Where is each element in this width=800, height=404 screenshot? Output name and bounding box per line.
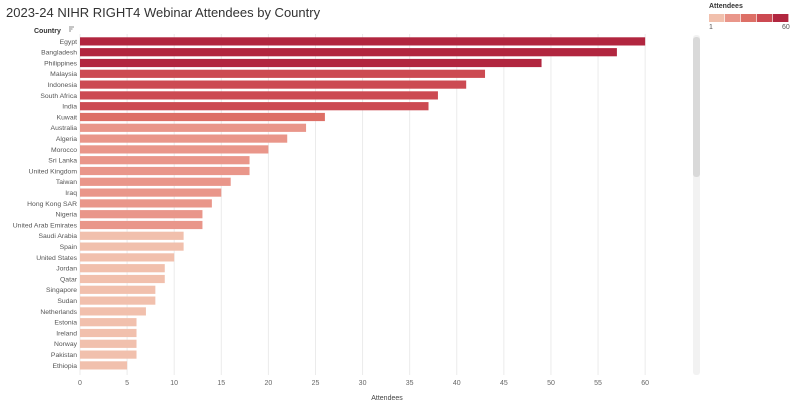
x-tick-label: 60 bbox=[641, 380, 649, 387]
x-tick-label: 55 bbox=[594, 380, 602, 387]
x-tick-label: 15 bbox=[217, 380, 225, 387]
category-label: Norway bbox=[54, 341, 78, 348]
category-label: Bangladesh bbox=[41, 50, 77, 57]
category-label: South Africa bbox=[40, 93, 77, 100]
x-tick-label: 45 bbox=[500, 380, 508, 387]
chart-title: 2023-24 NIHR RIGHT4 Webinar Attendees by… bbox=[6, 5, 321, 20]
bar[interactable] bbox=[80, 296, 156, 305]
legend-swatch bbox=[741, 14, 757, 22]
x-tick-label: 0 bbox=[78, 380, 82, 387]
bar[interactable] bbox=[80, 166, 250, 176]
legend-swatch bbox=[725, 14, 741, 22]
x-tick-label: 30 bbox=[359, 380, 367, 387]
category-label: Kuwait bbox=[57, 114, 78, 121]
row-header-label: Country bbox=[34, 28, 61, 35]
bar[interactable] bbox=[80, 307, 146, 316]
category-label: Algeria bbox=[56, 136, 77, 143]
category-label: Morocco bbox=[51, 147, 77, 154]
bar[interactable] bbox=[80, 91, 438, 100]
bar[interactable] bbox=[80, 328, 137, 338]
category-label: Netherlands bbox=[40, 309, 77, 316]
x-tick-label: 40 bbox=[453, 380, 461, 387]
x-tick-label: 35 bbox=[406, 380, 414, 387]
category-label: Indonesia bbox=[48, 82, 78, 89]
category-label: Jordan bbox=[56, 266, 77, 273]
legend-title: Attendees bbox=[709, 3, 743, 10]
category-label: Qatar bbox=[60, 276, 78, 283]
bar[interactable] bbox=[80, 134, 288, 143]
sort-icon[interactable] bbox=[69, 26, 74, 32]
vertical-scrollbar[interactable] bbox=[693, 35, 700, 375]
bar[interactable] bbox=[80, 285, 156, 294]
category-label: United Kingdom bbox=[29, 168, 78, 175]
bar[interactable] bbox=[80, 112, 325, 122]
category-label: Sri Lanka bbox=[48, 158, 77, 165]
bar-chart: Country Egypt Bangladesh Philippines Malaysi… bbox=[13, 26, 649, 402]
category-label: Estonia bbox=[54, 320, 77, 327]
category-label: Ethiopia bbox=[52, 363, 77, 370]
bar[interactable] bbox=[80, 361, 128, 370]
category-label: Nigeria bbox=[55, 212, 77, 219]
bar[interactable] bbox=[80, 145, 269, 154]
bar[interactable] bbox=[80, 339, 137, 348]
bar[interactable] bbox=[80, 350, 137, 359]
category-label: Australia bbox=[51, 125, 78, 132]
bar[interactable] bbox=[80, 177, 231, 186]
bar[interactable] bbox=[80, 58, 542, 68]
x-tick-label: 10 bbox=[170, 380, 178, 387]
category-label: Spain bbox=[60, 244, 78, 251]
bar[interactable] bbox=[80, 210, 203, 219]
legend-max-label: 60 bbox=[782, 24, 790, 31]
bar[interactable] bbox=[80, 318, 137, 327]
bar[interactable] bbox=[80, 220, 203, 230]
x-axis-label: Attendees bbox=[371, 395, 403, 402]
bar[interactable] bbox=[80, 80, 467, 89]
category-label: India bbox=[62, 104, 77, 111]
category-label: Hong Kong SAR bbox=[27, 201, 77, 208]
bar[interactable] bbox=[80, 274, 165, 284]
category-label: United Arab Emirates bbox=[13, 222, 78, 229]
category-label: Saudi Arabia bbox=[38, 233, 77, 240]
legend-swatch bbox=[773, 14, 789, 22]
category-label: Singapore bbox=[46, 287, 77, 294]
bar[interactable] bbox=[80, 69, 486, 78]
scrollbar-thumb[interactable] bbox=[693, 37, 700, 177]
category-label: Philippines bbox=[44, 60, 77, 67]
category-label: Pakistan bbox=[51, 352, 77, 359]
bar[interactable] bbox=[80, 102, 429, 111]
legend-swatch bbox=[709, 14, 725, 22]
x-tick-label: 20 bbox=[264, 380, 272, 387]
category-label: United States bbox=[36, 255, 77, 262]
category-label: Egypt bbox=[60, 39, 77, 46]
x-tick-label: 5 bbox=[125, 380, 129, 387]
bar[interactable] bbox=[80, 242, 184, 251]
bar[interactable] bbox=[80, 253, 175, 262]
bar[interactable] bbox=[80, 231, 184, 240]
bar[interactable] bbox=[80, 123, 307, 132]
x-tick-label: 25 bbox=[312, 380, 320, 387]
bar[interactable] bbox=[80, 188, 222, 197]
bar[interactable] bbox=[80, 199, 212, 208]
legend-swatch bbox=[757, 14, 773, 22]
bar[interactable] bbox=[80, 48, 617, 57]
bar[interactable] bbox=[80, 156, 250, 165]
category-label: Iraq bbox=[65, 190, 77, 197]
category-label: Ireland bbox=[56, 330, 77, 337]
category-label: Taiwan bbox=[56, 179, 77, 186]
bar[interactable] bbox=[80, 264, 165, 273]
category-label: Sudan bbox=[57, 298, 77, 305]
bar[interactable] bbox=[80, 37, 646, 46]
legend-min-label: 1 bbox=[709, 24, 713, 31]
category-label: Malaysia bbox=[50, 71, 77, 78]
x-tick-label: 50 bbox=[547, 380, 555, 387]
color-legend[interactable] bbox=[708, 13, 790, 23]
